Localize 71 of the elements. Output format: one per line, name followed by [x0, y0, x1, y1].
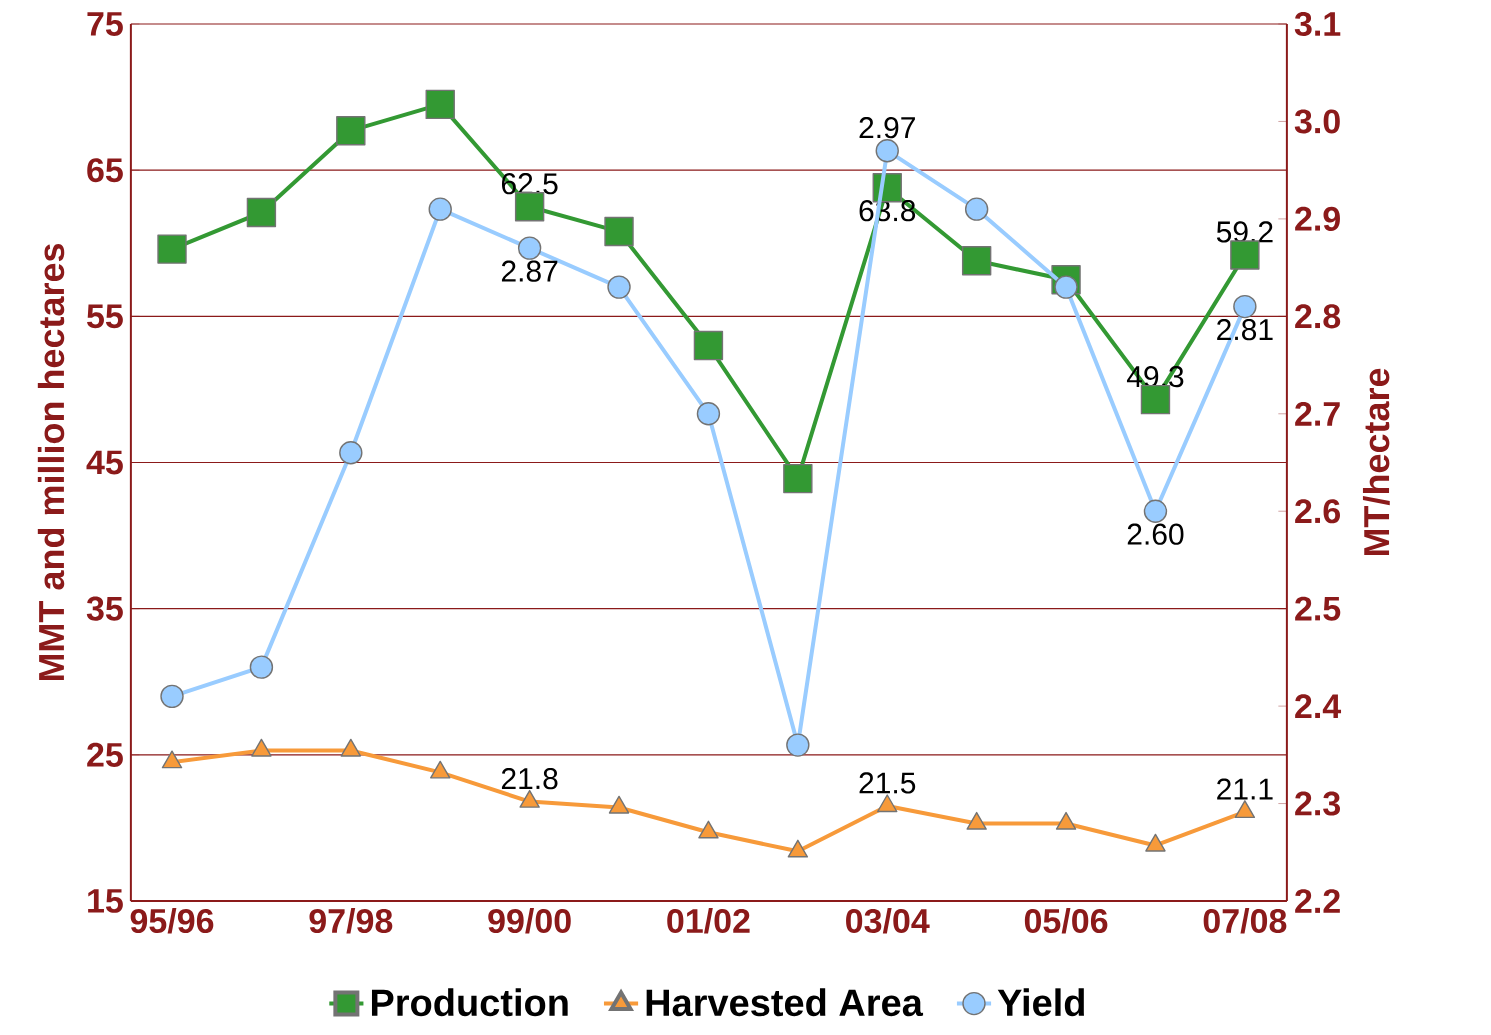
point [1143, 499, 1168, 523]
y2-tick-label: 2.2 [1295, 889, 1340, 913]
y2-tick-label: 2.6 [1295, 499, 1340, 524]
point [696, 402, 721, 426]
point [607, 275, 631, 299]
point [1055, 811, 1077, 830]
y-tick-label: 35 [86, 596, 123, 621]
point [877, 794, 898, 813]
data-label: 21.1 [1217, 778, 1273, 800]
data-label: 21.8 [501, 767, 558, 790]
point [249, 655, 274, 679]
point [428, 197, 452, 221]
x-tick-label: 99/00 [488, 908, 571, 934]
point [1234, 800, 1256, 819]
y2-tick-label: 2.9 [1295, 206, 1340, 231]
point [161, 750, 183, 769]
point [251, 738, 272, 757]
legend-label: Harvested Area [646, 988, 924, 1017]
y2-tick-label: 2.4 [1295, 694, 1342, 718]
point [157, 234, 187, 264]
y-tick-label: 45 [86, 450, 123, 475]
point [160, 684, 184, 709]
legend-label: Yield [997, 988, 1084, 1017]
point [519, 789, 540, 808]
y2-tick-label: 2.3 [1295, 791, 1340, 816]
data-label: 59.2 [1216, 221, 1273, 243]
point [698, 820, 719, 839]
y2-tick-label: 2.7 [1295, 401, 1340, 426]
point [961, 246, 992, 276]
point [786, 733, 810, 757]
point [339, 441, 363, 465]
point [783, 463, 813, 494]
y-tick-label: 65 [87, 158, 123, 183]
point [1233, 294, 1257, 319]
point [425, 89, 455, 120]
x-tick-label: 03/04 [846, 908, 930, 934]
point [1145, 833, 1166, 852]
data-label: 2.97 [859, 117, 915, 139]
data-label: 21.5 [859, 772, 916, 794]
point [604, 216, 634, 247]
y2-tick-label: 3.1 [1294, 11, 1341, 37]
point [787, 839, 809, 858]
y-tick-label: 15 [88, 889, 123, 913]
point [1054, 275, 1078, 299]
point [966, 811, 987, 830]
point [608, 795, 630, 814]
x-tick-label: 01/02 [667, 908, 750, 934]
point [964, 197, 989, 221]
x-tick-label: 07/08 [1203, 908, 1287, 934]
y2-tick-label: 3.0 [1294, 109, 1340, 134]
data-label: 2.60 [1127, 523, 1184, 545]
y2-axis-title: MT/hectare [1362, 368, 1390, 556]
data-label: 2.87 [501, 260, 558, 282]
y-tick-label: 75 [87, 12, 123, 36]
x-tick-label: 05/06 [1024, 908, 1108, 934]
point [246, 197, 277, 228]
data-label: 2.81 [1217, 318, 1273, 341]
x-tick-label: 97/98 [309, 908, 393, 934]
point [340, 738, 362, 757]
legend-label: Production [371, 988, 568, 1017]
y-tick-label: 25 [87, 742, 123, 767]
y-axis-title: MMT and million hectares [37, 243, 65, 681]
y-tick-label: 55 [87, 304, 123, 329]
point [693, 330, 724, 361]
point [430, 760, 451, 779]
y2-tick-label: 2.8 [1295, 304, 1341, 329]
point [336, 116, 366, 146]
x-tick-label: 95/96 [130, 908, 214, 934]
point [875, 138, 899, 163]
y2-tick-label: 2.5 [1295, 596, 1341, 621]
point [517, 236, 542, 260]
